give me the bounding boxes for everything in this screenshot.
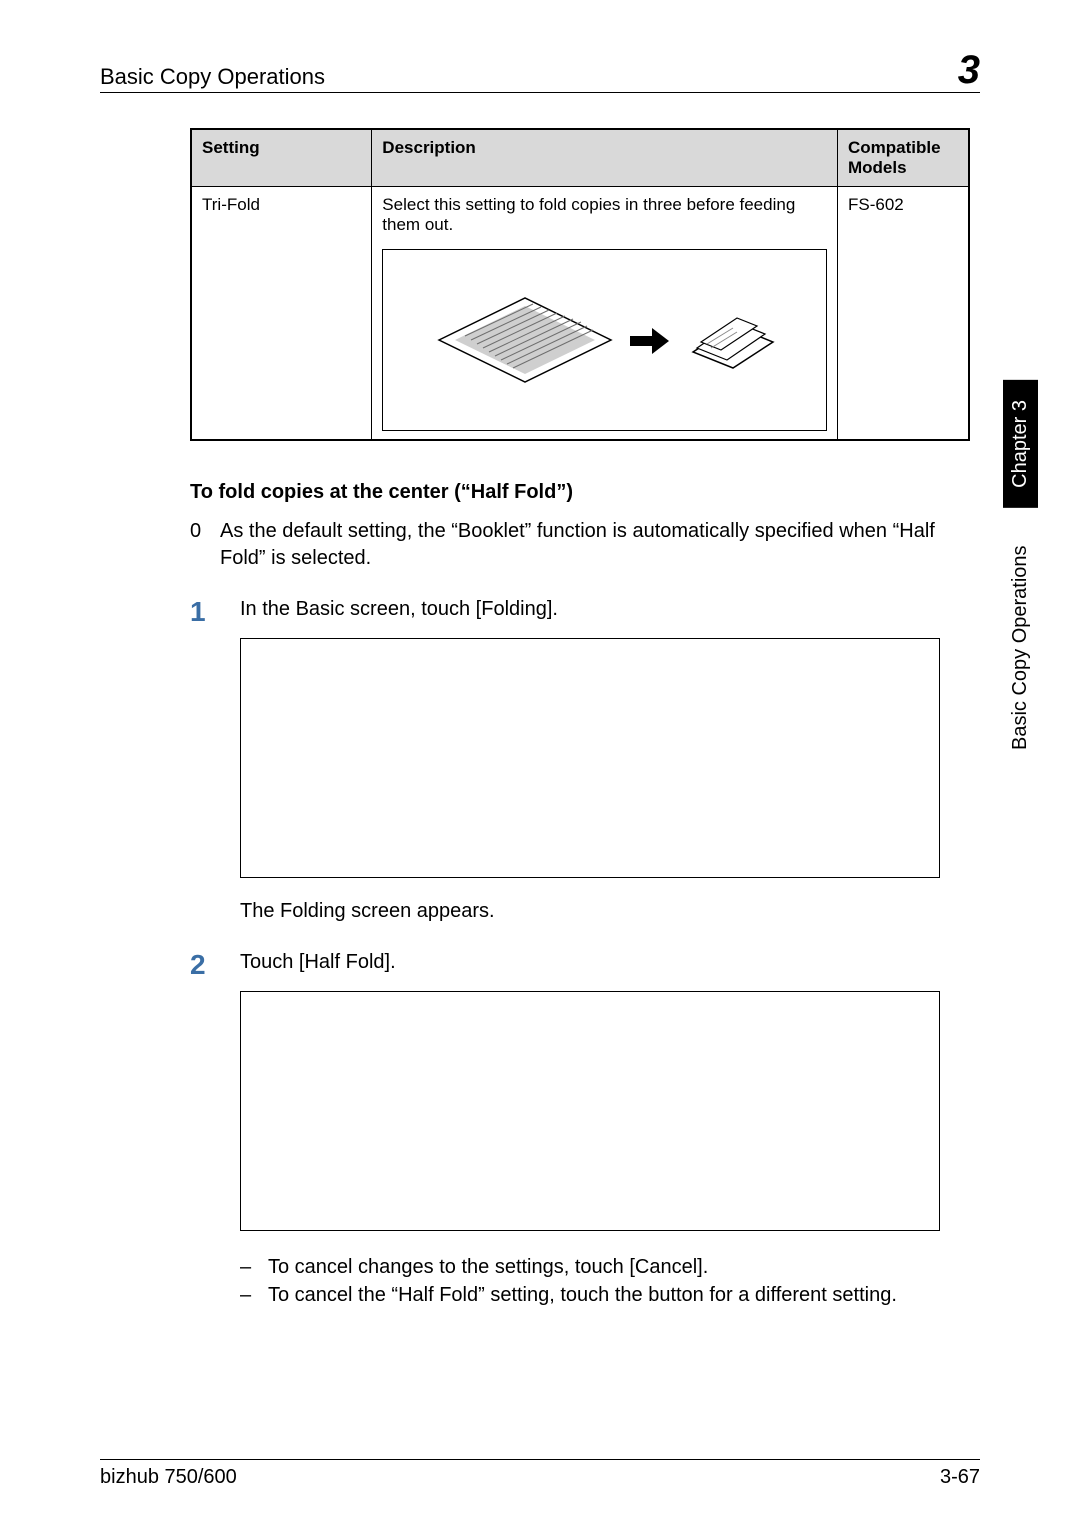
bullet-text: To cancel the “Half Fold” setting, touch… — [268, 1281, 897, 1309]
table-header-row: Setting Description Compatible Models — [191, 129, 969, 187]
step-2-bullets: – To cancel changes to the settings, tou… — [240, 1253, 970, 1309]
page-header: Basic Copy Operations 3 — [100, 50, 980, 93]
bullet-item: – To cancel changes to the settings, tou… — [240, 1253, 970, 1281]
header-title: Basic Copy Operations — [100, 64, 325, 90]
step-number: 1 — [190, 596, 240, 626]
screenshot-placeholder-1 — [240, 638, 940, 878]
cell-setting: Tri-Fold — [191, 187, 372, 441]
note-text: As the default setting, the “Booklet” fu… — [220, 518, 970, 572]
description-text: Select this setting to fold copies in th… — [382, 195, 795, 234]
tab-label: Basic Copy Operations — [1003, 508, 1038, 788]
cell-compatible: FS-602 — [838, 187, 970, 441]
screenshot-placeholder-2 — [240, 991, 940, 1231]
cell-description: Select this setting to fold copies in th… — [372, 187, 838, 441]
footer-right: 3-67 — [940, 1466, 980, 1489]
note-line: 0 As the default setting, the “Booklet” … — [190, 518, 970, 572]
step-text: In the Basic screen, touch [Folding]. — [240, 596, 970, 626]
page: Basic Copy Operations 3 Chapter 3 Basic … — [0, 0, 1080, 1529]
footer-left: bizhub 750/600 — [100, 1466, 237, 1489]
chapter-number: 3 — [958, 50, 980, 90]
col-setting: Setting — [191, 129, 372, 187]
content: Setting Description Compatible Models Tr… — [190, 128, 970, 1309]
bullet-text: To cancel changes to the settings, touch… — [268, 1253, 708, 1281]
tri-fold-diagram — [382, 249, 827, 431]
flat-paper-icon — [439, 298, 611, 382]
table-row: Tri-Fold Select this setting to fold cop… — [191, 187, 969, 441]
step-1: 1 In the Basic screen, touch [Folding]. — [190, 596, 970, 626]
col-compatible: Compatible Models — [838, 129, 970, 187]
side-tab: Chapter 3 Basic Copy Operations — [1000, 380, 1040, 810]
step-text: Touch [Half Fold]. — [240, 949, 970, 979]
page-footer: bizhub 750/600 3-67 — [100, 1459, 980, 1489]
bullet-item: – To cancel the “Half Fold” setting, tou… — [240, 1281, 970, 1309]
settings-table: Setting Description Compatible Models Tr… — [190, 128, 970, 441]
tab-chapter: Chapter 3 — [1003, 380, 1038, 508]
note-marker: 0 — [190, 518, 220, 572]
arrow-icon — [630, 328, 669, 354]
folded-paper-icon — [693, 318, 773, 368]
step-1-after: The Folding screen appears. — [240, 900, 970, 923]
section-title: To fold copies at the center (“Half Fold… — [190, 481, 970, 504]
step-2: 2 Touch [Half Fold]. — [190, 949, 970, 979]
tri-fold-svg — [425, 270, 785, 410]
dash-icon: – — [240, 1253, 268, 1281]
dash-icon: – — [240, 1281, 268, 1309]
step-number: 2 — [190, 949, 240, 979]
col-description: Description — [372, 129, 838, 187]
